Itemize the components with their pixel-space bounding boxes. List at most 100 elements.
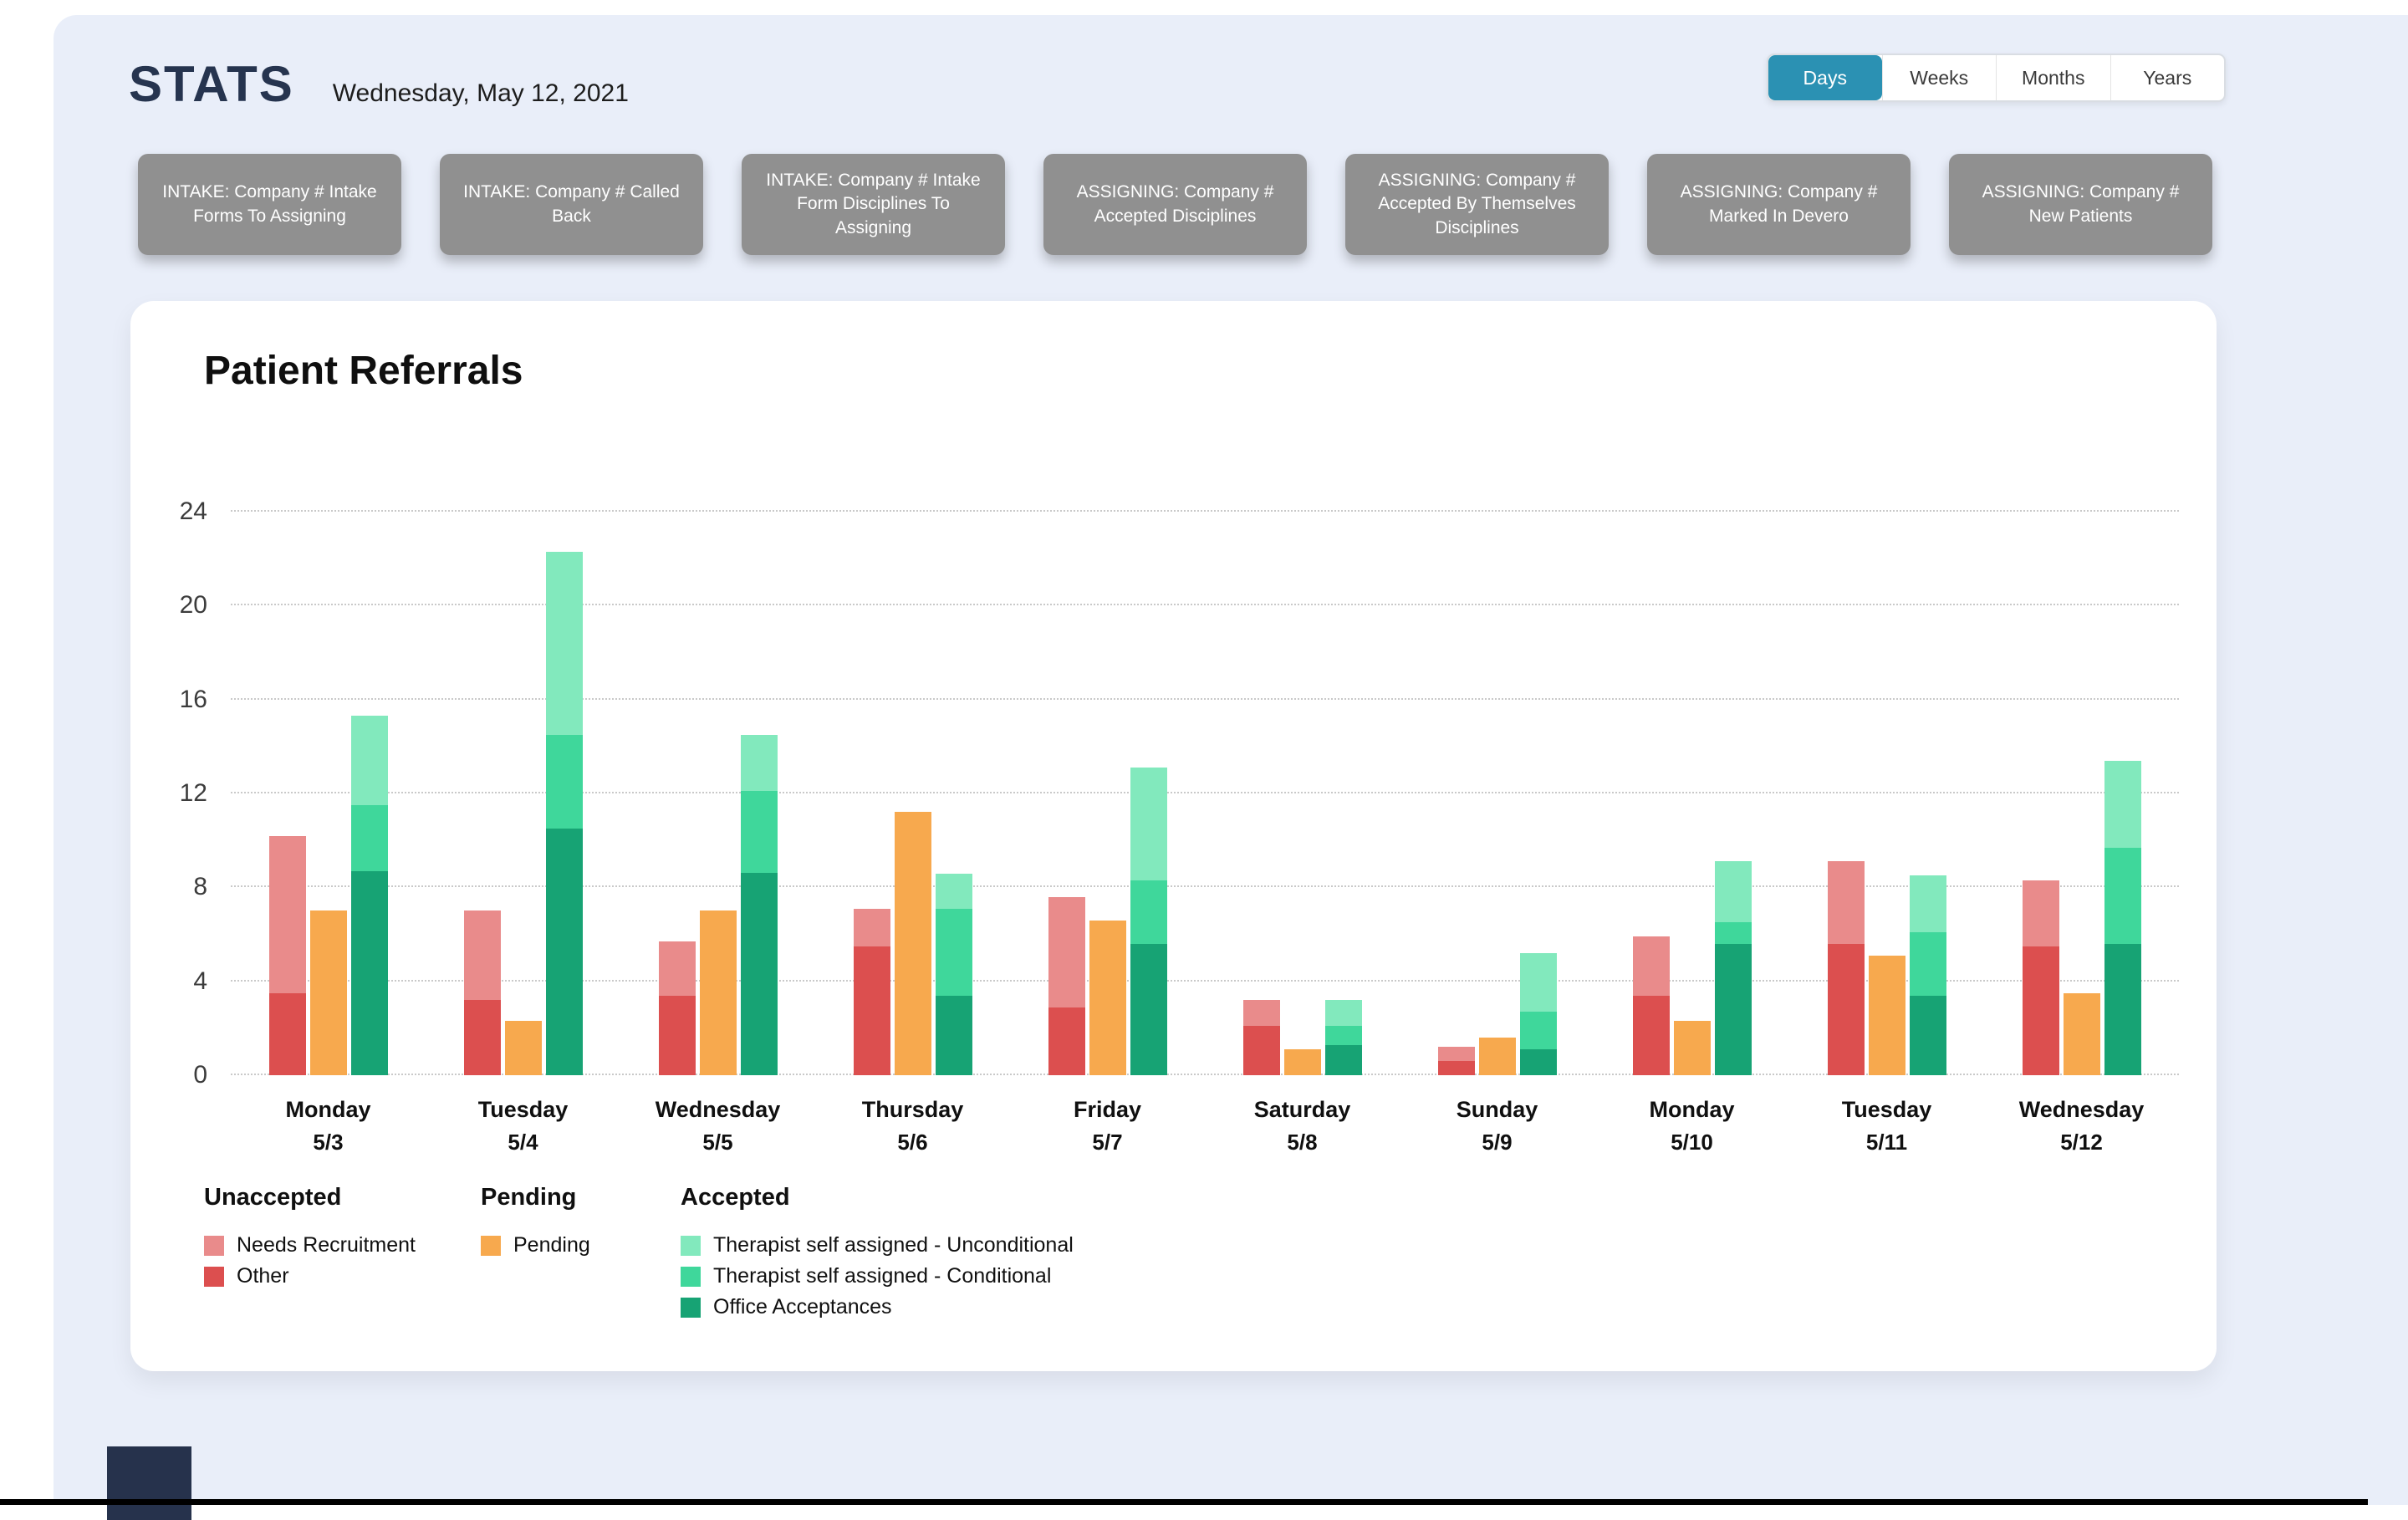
bar-segment[interactable] <box>310 910 347 1075</box>
bar-segment[interactable] <box>936 874 972 909</box>
pending-bar <box>505 1021 542 1075</box>
legend-item[interactable]: Pending <box>481 1233 590 1257</box>
bar-segment[interactable] <box>1910 932 1946 996</box>
page-title: STATS <box>129 55 294 113</box>
bar-segment[interactable] <box>741 791 778 873</box>
legend-item[interactable]: Therapist self assigned - Conditional <box>681 1264 1074 1288</box>
stat-button-assigning-accepted-by-themselves[interactable]: ASSIGNING: Company # Accepted By Themsel… <box>1345 154 1609 255</box>
legend-swatch <box>681 1236 701 1256</box>
pending-bar <box>1869 956 1905 1075</box>
accepted-bar <box>936 874 972 1076</box>
legend-item[interactable]: Needs Recruitment <box>204 1233 416 1257</box>
bar-segment[interactable] <box>2064 993 2100 1075</box>
bar-segment[interactable] <box>546 829 583 1075</box>
legend-item[interactable]: Other <box>204 1264 416 1288</box>
bar-group <box>1789 512 1984 1075</box>
bar-segment[interactable] <box>1048 897 1085 1007</box>
bar-segment[interactable] <box>659 941 696 996</box>
unaccepted-bar <box>1048 897 1085 1075</box>
bar-segment[interactable] <box>1715 861 1752 922</box>
accepted-bar <box>741 735 778 1075</box>
bar-segment[interactable] <box>854 946 890 1075</box>
bar-segment[interactable] <box>1633 936 1670 995</box>
tab-years[interactable]: Years <box>2110 55 2225 100</box>
bar-segment[interactable] <box>1284 1049 1321 1075</box>
stat-button-intake-form-disciplines[interactable]: INTAKE: Company # Intake Form Discipline… <box>742 154 1005 255</box>
bar-segment[interactable] <box>2023 946 2059 1075</box>
bar-segment[interactable] <box>659 996 696 1075</box>
accepted-bar <box>1910 875 1946 1075</box>
legend-swatch <box>681 1267 701 1287</box>
bar-segment[interactable] <box>351 716 388 805</box>
legend-item[interactable]: Office Acceptances <box>681 1295 1074 1319</box>
bar-segment[interactable] <box>1520 1049 1557 1075</box>
bar-segment[interactable] <box>1438 1061 1475 1075</box>
bar-segment[interactable] <box>1715 922 1752 943</box>
bar-segment[interactable] <box>1325 1045 1362 1076</box>
stat-button-assigning-marked-in-devero[interactable]: ASSIGNING: Company # Marked In Devero <box>1647 154 1911 255</box>
bar-segment[interactable] <box>2104 761 2141 848</box>
legend-item-label: Office Acceptances <box>713 1295 892 1319</box>
tab-months[interactable]: Months <box>1996 55 2110 100</box>
tab-days[interactable]: Days <box>1768 55 1882 100</box>
bar-segment[interactable] <box>269 993 306 1075</box>
app-background: STATS Wednesday, May 12, 2021 Days Weeks… <box>54 15 2408 1505</box>
accepted-bar <box>1520 953 1557 1075</box>
bar-segment[interactable] <box>546 552 583 735</box>
bar-segment[interactable] <box>1325 1000 1362 1026</box>
bar-segment[interactable] <box>1828 944 1865 1075</box>
bar-segment[interactable] <box>546 735 583 829</box>
bar-segment[interactable] <box>351 805 388 871</box>
unaccepted-bar <box>1828 861 1865 1075</box>
bar-segment[interactable] <box>1869 956 1905 1075</box>
bar-segment[interactable] <box>1910 875 1946 931</box>
bar-segment[interactable] <box>1715 944 1752 1075</box>
bar-segment[interactable] <box>1130 880 1167 944</box>
bar-segment[interactable] <box>1438 1047 1475 1061</box>
stat-button-intake-forms-to-assigning[interactable]: INTAKE: Company # Intake Forms To Assign… <box>138 154 401 255</box>
bar-segment[interactable] <box>269 836 306 993</box>
bar-segment[interactable] <box>464 910 501 1000</box>
stat-button-assigning-new-patients[interactable]: ASSIGNING: Company # New Patients <box>1949 154 2212 255</box>
bar-segment[interactable] <box>1243 1026 1280 1075</box>
bar-group <box>620 512 815 1075</box>
bar-segment[interactable] <box>2104 848 2141 944</box>
bar-segment[interactable] <box>854 909 890 946</box>
bar-segment[interactable] <box>1048 1007 1085 1075</box>
legend-item[interactable]: Therapist self assigned - Unconditional <box>681 1233 1074 1257</box>
bar-segment[interactable] <box>1828 861 1865 943</box>
bar-segment[interactable] <box>895 812 931 1075</box>
bar-segment[interactable] <box>464 1000 501 1075</box>
bar-segment[interactable] <box>936 996 972 1075</box>
bar-segment[interactable] <box>1243 1000 1280 1026</box>
bar-segment[interactable] <box>1325 1026 1362 1044</box>
bar-segment[interactable] <box>1674 1021 1711 1075</box>
bar-segment[interactable] <box>351 871 388 1075</box>
bar-segment[interactable] <box>936 909 972 996</box>
stat-button-intake-called-back[interactable]: INTAKE: Company # Called Back <box>440 154 703 255</box>
unaccepted-bar <box>2023 880 2059 1075</box>
bar-segment[interactable] <box>1520 1012 1557 1049</box>
unaccepted-bar <box>464 910 501 1075</box>
bar-segment[interactable] <box>2023 880 2059 946</box>
bar-segment[interactable] <box>1520 953 1557 1012</box>
bar-segment[interactable] <box>741 735 778 791</box>
bar-segment[interactable] <box>741 873 778 1075</box>
chart-title: Patient Referrals <box>204 348 523 394</box>
bar-segment[interactable] <box>1130 768 1167 880</box>
bar-segment[interactable] <box>1089 921 1126 1075</box>
tab-weeks[interactable]: Weeks <box>1882 55 1997 100</box>
bar-segment[interactable] <box>1633 996 1670 1075</box>
stat-button-assigning-accepted-disciplines[interactable]: ASSIGNING: Company # Accepted Discipline… <box>1043 154 1307 255</box>
bar-segment[interactable] <box>700 910 737 1075</box>
bar-segment[interactable] <box>1479 1038 1516 1075</box>
bar-segment[interactable] <box>2104 944 2141 1075</box>
current-date-label: Wednesday, May 12, 2021 <box>333 79 629 108</box>
bar-segment[interactable] <box>505 1021 542 1075</box>
unaccepted-bar <box>1243 1000 1280 1075</box>
bar-segment[interactable] <box>1910 996 1946 1075</box>
bar-segment[interactable] <box>1130 944 1167 1075</box>
